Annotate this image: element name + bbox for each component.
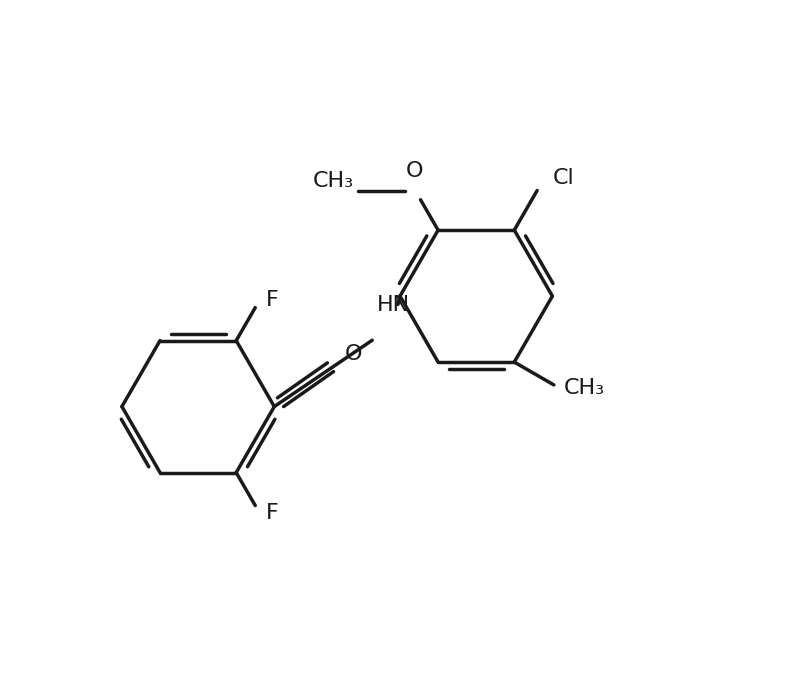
Text: HN: HN — [377, 295, 410, 315]
Text: F: F — [266, 291, 278, 310]
Text: CH₃: CH₃ — [564, 379, 605, 398]
Text: CH₃: CH₃ — [312, 172, 354, 191]
Text: Cl: Cl — [553, 168, 574, 188]
Text: O: O — [406, 162, 423, 181]
Text: F: F — [266, 503, 278, 523]
Text: O: O — [345, 343, 362, 364]
